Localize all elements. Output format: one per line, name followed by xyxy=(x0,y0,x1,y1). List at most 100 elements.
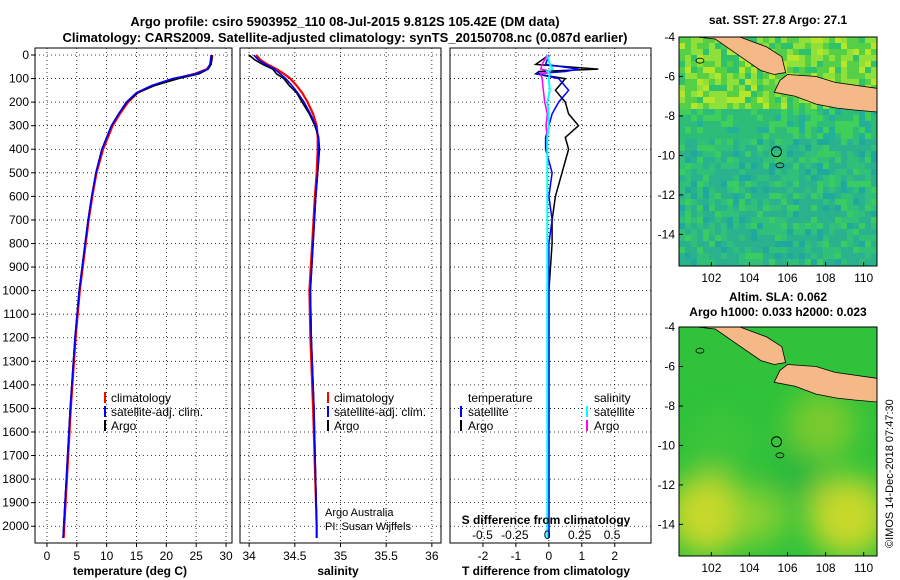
sst-cell xyxy=(829,121,835,127)
sst-cell xyxy=(799,187,805,193)
sst-cell xyxy=(859,181,865,187)
sst-cell xyxy=(853,49,859,55)
sst-cell xyxy=(709,97,715,103)
x-tick-label: 35.5 xyxy=(375,549,399,563)
sst-cell xyxy=(727,241,733,247)
sst-cell xyxy=(691,85,697,91)
sst-cell xyxy=(709,121,715,127)
sst-cell xyxy=(733,229,739,235)
imos-watermark: ©IMOS 14-Dec-2018 07:47:30 xyxy=(884,399,896,548)
sst-cell xyxy=(829,55,835,61)
sst-cell xyxy=(721,61,727,67)
sst-cell xyxy=(817,127,823,133)
sst-cell xyxy=(823,187,829,193)
sst-cell xyxy=(703,103,709,109)
sst-cell xyxy=(853,259,859,265)
sst-cell xyxy=(709,187,715,193)
sst-cell xyxy=(679,205,685,211)
sst-cell xyxy=(835,43,841,49)
sst-cell xyxy=(871,73,877,79)
sst-cell xyxy=(685,205,691,211)
sst-cell xyxy=(781,253,787,259)
sst-cell xyxy=(811,181,817,187)
sst-cell xyxy=(757,97,763,103)
sst-cell xyxy=(787,193,793,199)
sst-cell xyxy=(751,229,757,235)
sst-cell xyxy=(817,253,823,259)
sst-cell xyxy=(781,211,787,217)
sst-cell xyxy=(871,67,877,73)
x-tick-label: 34.5 xyxy=(283,549,307,563)
sst-cell xyxy=(769,79,775,85)
sst-cell xyxy=(691,109,697,115)
sst-cell xyxy=(775,97,781,103)
sst-cell xyxy=(697,61,703,67)
sst-cell xyxy=(841,121,847,127)
sst-cell xyxy=(715,199,721,205)
sst-cell xyxy=(865,235,871,241)
sst-cell xyxy=(691,181,697,187)
sst-cell xyxy=(679,157,685,163)
sst-cell xyxy=(871,199,877,205)
sst-cell xyxy=(751,181,757,187)
sst-cell xyxy=(817,103,823,109)
sst-cell xyxy=(685,103,691,109)
sst-cell xyxy=(751,85,757,91)
map-x-tick-label: 108 xyxy=(816,561,836,575)
sst-cell xyxy=(817,133,823,139)
sst-cell xyxy=(733,163,739,169)
sst-cell xyxy=(769,85,775,91)
sst-cell xyxy=(811,217,817,223)
sst-cell xyxy=(793,205,799,211)
sst-cell xyxy=(739,85,745,91)
sst-cell xyxy=(709,37,715,43)
map-y-tick-label: -14 xyxy=(658,517,676,531)
sst-cell xyxy=(859,151,865,157)
sst-cell xyxy=(703,43,709,49)
sst-cell xyxy=(829,61,835,67)
sst-cell xyxy=(841,169,847,175)
sst-cell xyxy=(769,121,775,127)
sst-cell xyxy=(841,223,847,229)
sst-cell xyxy=(739,67,745,73)
sst-cell xyxy=(853,37,859,43)
sla-blob xyxy=(679,474,748,555)
sst-cell xyxy=(763,121,769,127)
sla-map-panel: 102 104 106 108 110 -4 -6 -8 -10 -12 -14 xyxy=(658,320,878,575)
sst-cell xyxy=(871,175,877,181)
sst-cell xyxy=(775,217,781,223)
sst-cell xyxy=(715,127,721,133)
sst-cell xyxy=(787,151,793,157)
sst-cell xyxy=(799,115,805,121)
sst-cell xyxy=(793,103,799,109)
sst-cell xyxy=(871,115,877,121)
sst-cell xyxy=(727,169,733,175)
sst-cell xyxy=(751,127,757,133)
sst-cell xyxy=(805,241,811,247)
sst-cell xyxy=(823,61,829,67)
sst-cell xyxy=(859,79,865,85)
sst-cell xyxy=(787,67,793,73)
sst-cell xyxy=(739,61,745,67)
sst-cell xyxy=(823,241,829,247)
sst-cell xyxy=(709,67,715,73)
s-tick-label: 0 xyxy=(544,528,551,542)
sst-cell xyxy=(721,241,727,247)
sst-cell xyxy=(721,67,727,73)
sst-cell xyxy=(853,109,859,115)
sst-cell xyxy=(841,157,847,163)
sst-cell xyxy=(805,37,811,43)
sst-cell xyxy=(781,133,787,139)
map-y-tick-label: -10 xyxy=(658,148,676,162)
sst-cell xyxy=(787,97,793,103)
sst-cell xyxy=(727,49,733,55)
island xyxy=(775,452,785,459)
sla-map-title-line2: Argo h1000: 0.033 h2000: 0.023 xyxy=(689,305,867,319)
sst-cell xyxy=(715,235,721,241)
sst-cell xyxy=(739,151,745,157)
sst-cell xyxy=(775,235,781,241)
sst-cell xyxy=(775,109,781,115)
sst-cell xyxy=(739,223,745,229)
map-area xyxy=(679,37,877,266)
sst-cell xyxy=(757,133,763,139)
